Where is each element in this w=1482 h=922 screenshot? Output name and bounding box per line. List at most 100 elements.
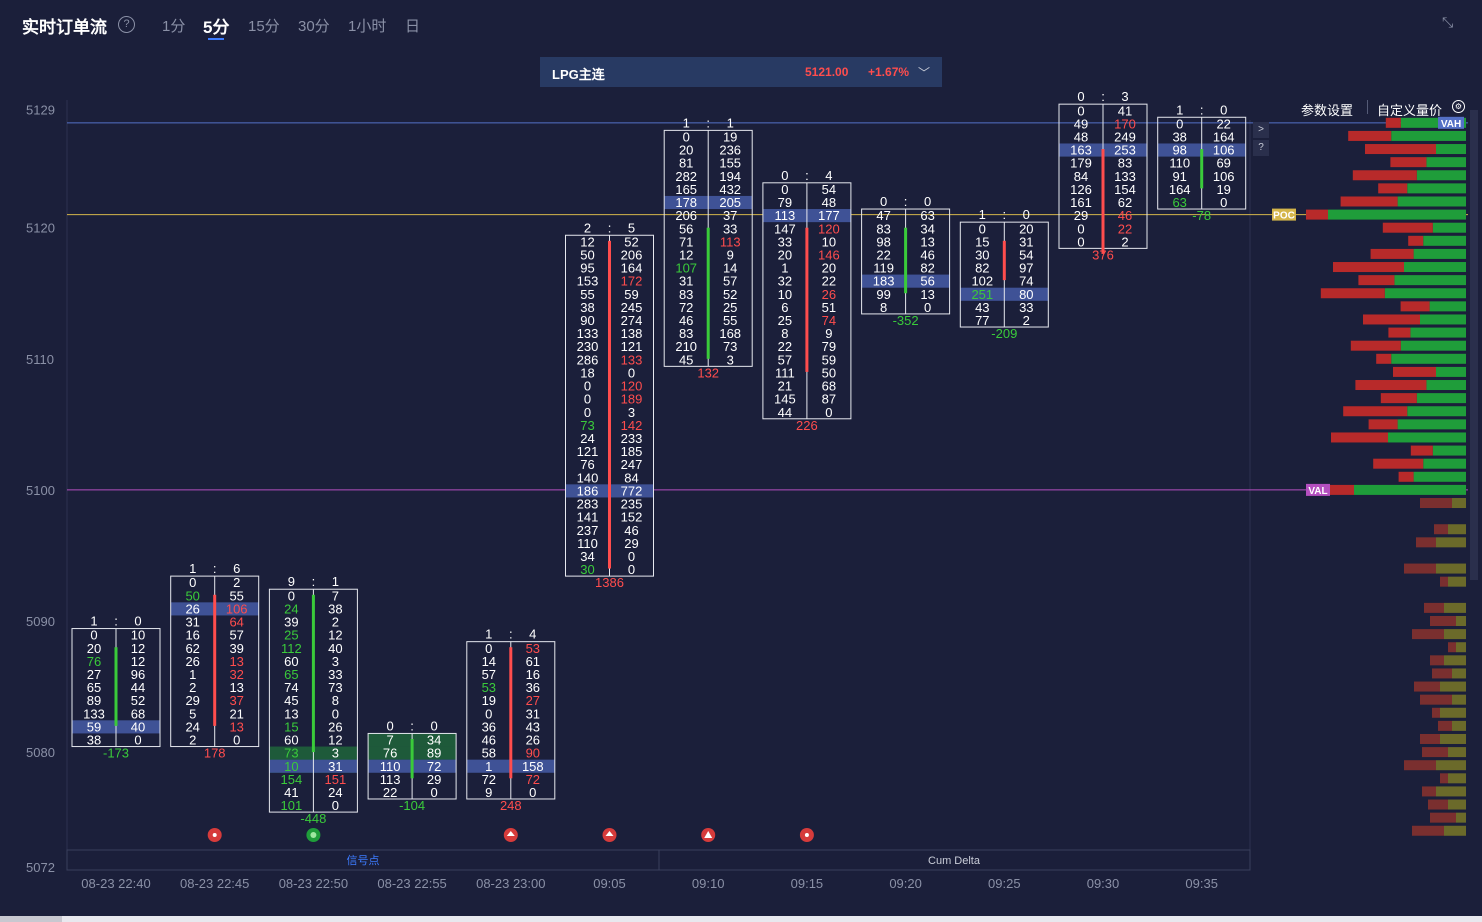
bid-volume: 1: [781, 261, 788, 276]
bid-volume: 2: [189, 680, 196, 695]
ask-volume: 151: [325, 772, 347, 787]
ask-volume: 97: [1019, 261, 1033, 276]
help-icon[interactable]: ?: [118, 16, 135, 33]
profile-red-bar: [1412, 629, 1444, 640]
bid-volume: 89: [87, 693, 101, 708]
candle-delta: 248: [500, 798, 522, 813]
profile-green-bar: [1436, 760, 1466, 771]
timeframe-1hour[interactable]: 1小时: [348, 18, 387, 35]
toolbar-divider: [1367, 100, 1368, 114]
ask-volume: 46: [624, 523, 638, 538]
ask-volume: 12: [328, 733, 342, 748]
gear-icon[interactable]: ⚙: [1452, 100, 1465, 113]
symbol-selector[interactable]: LPG主连 5121.00 +1.67% ﹀: [540, 57, 942, 87]
bid-volume: 107: [675, 261, 697, 276]
ask-volume: 33: [723, 221, 737, 236]
ask-volume: 29: [427, 772, 441, 787]
bid-volume: 22: [778, 339, 792, 354]
ask-volume: 84: [624, 470, 638, 485]
ask-volume: 38: [328, 601, 342, 616]
bid-volume: 0: [485, 706, 492, 721]
ask-volume: 25: [723, 300, 737, 315]
header-ask: 0: [1220, 102, 1227, 117]
timeframe-5min[interactable]: 5分: [203, 18, 230, 37]
ask-volume: 113: [720, 234, 741, 249]
vertical-scrollbar[interactable]: [1470, 110, 1478, 580]
profile-red-bar: [1410, 445, 1433, 456]
ask-volume: 13: [920, 234, 934, 249]
ask-volume: 10: [131, 628, 145, 643]
profile-green-bar: [1410, 327, 1466, 338]
timeframe-30min[interactable]: 30分: [298, 18, 330, 35]
ask-volume: 74: [1019, 274, 1033, 289]
profile-green-bar: [1448, 524, 1466, 535]
ask-volume: 2: [1121, 234, 1128, 249]
ask-volume: 56: [920, 274, 934, 289]
bid-volume: 31: [679, 274, 693, 289]
timeframe-day[interactable]: 日: [405, 18, 421, 35]
ask-volume: 0: [628, 365, 635, 380]
arrow-up-icon: [506, 831, 515, 836]
ask-volume: 68: [131, 706, 145, 721]
profile-green-bar: [1354, 484, 1466, 495]
bid-volume: 6: [781, 300, 788, 315]
profile-red-bar: [1340, 196, 1398, 207]
profile-green-bar: [1440, 681, 1466, 692]
timeframe-15min[interactable]: 15分: [248, 18, 280, 35]
x-tick-label: 08-23 22:45: [180, 876, 249, 891]
param-settings-button[interactable]: 参数设置: [1301, 103, 1354, 118]
profile-green-bar: [1452, 720, 1466, 731]
candle-delta: -78: [1192, 208, 1211, 223]
custom-price-button[interactable]: 自定义量价: [1377, 103, 1443, 118]
timeframe-1min[interactable]: 1分: [162, 18, 186, 35]
bid-volume: 20: [87, 641, 101, 656]
bottom-strip-handle[interactable]: [0, 916, 62, 922]
bid-volume: 76: [87, 654, 101, 669]
bid-volume: 56: [679, 221, 693, 236]
bid-volume: 84: [1074, 169, 1088, 184]
header-sep: :: [706, 115, 710, 130]
header-sep: :: [608, 220, 612, 235]
ask-volume: 152: [621, 510, 643, 525]
ask-volume: 14: [723, 261, 737, 276]
ask-volume: 34: [920, 221, 934, 236]
x-tick-label: 09:30: [1087, 876, 1120, 891]
ask-volume: 79: [822, 339, 836, 354]
bid-volume: 0: [1077, 221, 1084, 236]
profile-green-bar: [1444, 629, 1466, 640]
ask-volume: 0: [1220, 195, 1227, 210]
profile-red-bar: [1398, 471, 1414, 482]
collapse-icon[interactable]: ⤡: [1442, 14, 1454, 30]
ask-volume: 51: [822, 300, 836, 315]
candle-delta: -448: [300, 811, 326, 826]
bid-volume: 140: [577, 470, 599, 485]
bid-volume: 165: [675, 182, 697, 197]
bid-volume: 230: [577, 339, 599, 354]
bid-volume: 178: [675, 195, 697, 210]
ask-volume: 22: [1216, 116, 1230, 131]
expand-panel-button[interactable]: >: [1253, 122, 1269, 138]
bid-volume: 5: [189, 706, 196, 721]
ask-volume: 106: [226, 601, 248, 616]
candle-body-bar: [706, 227, 710, 359]
ask-volume: 13: [920, 287, 934, 302]
profile-green-bar: [1436, 563, 1466, 574]
ask-volume: 172: [621, 274, 643, 289]
x-tick-label: 09:10: [692, 876, 725, 891]
ask-volume: 20: [822, 261, 836, 276]
ask-volume: 41: [1118, 103, 1132, 118]
bid-volume: 0: [189, 575, 196, 590]
ask-volume: 120: [818, 221, 840, 236]
header-bid: 1: [979, 207, 986, 222]
ask-volume: 59: [624, 287, 638, 302]
ask-volume: 3: [332, 746, 339, 761]
bid-volume: 14: [482, 654, 496, 669]
signal-panel-label: 信号点: [347, 854, 380, 867]
ask-volume: 235: [621, 497, 643, 512]
bid-volume: 145: [774, 392, 796, 407]
bid-volume: 10: [284, 759, 298, 774]
ask-volume: 12: [131, 641, 145, 656]
ask-volume: 19: [723, 129, 737, 144]
help-panel-button[interactable]: ?: [1253, 140, 1269, 156]
